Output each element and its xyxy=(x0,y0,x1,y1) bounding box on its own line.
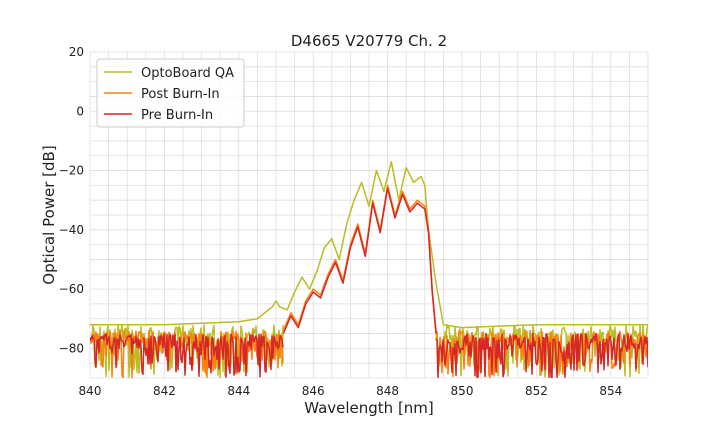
y-tick-label: −60 xyxy=(59,282,84,296)
series-line-pre-burn-in xyxy=(90,187,648,378)
y-tick-label: −40 xyxy=(59,223,84,237)
y-tick-label: −80 xyxy=(59,341,84,355)
legend-label: Post Burn-In xyxy=(141,87,220,102)
x-tick-label: 844 xyxy=(227,384,250,398)
y-tick-label: −20 xyxy=(59,164,84,178)
x-tick-label: 842 xyxy=(153,384,176,398)
y-tick-label: 0 xyxy=(76,104,84,118)
chart-title: D4665 V20779 Ch. 2 xyxy=(291,32,447,50)
x-tick-label: 846 xyxy=(302,384,325,398)
x-tick-label: 840 xyxy=(79,384,102,398)
x-tick-label: 854 xyxy=(599,384,622,398)
x-tick-label: 850 xyxy=(451,384,474,398)
y-axis-title: Optical Power [dB] xyxy=(40,145,58,284)
legend-box xyxy=(96,58,245,128)
x-tick-label: 848 xyxy=(376,384,399,398)
x-tick-label: 852 xyxy=(525,384,548,398)
x-axis-title: Wavelength [nm] xyxy=(304,399,434,417)
legend-label: OptoBoard QA xyxy=(141,66,234,81)
legend-label: Pre Burn-In xyxy=(141,108,213,123)
series-group xyxy=(90,160,648,378)
y-tick-label: 20 xyxy=(69,45,84,59)
legend: OptoBoard QA Post Burn-In Pre Burn-In xyxy=(96,58,245,128)
